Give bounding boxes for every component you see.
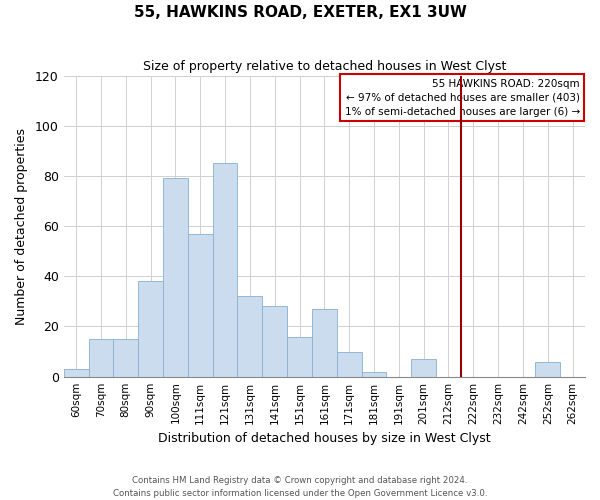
Bar xyxy=(163,178,188,376)
Bar xyxy=(411,359,436,376)
Bar xyxy=(312,309,337,376)
Text: 55 HAWKINS ROAD: 220sqm
← 97% of detached houses are smaller (403)
1% of semi-de: 55 HAWKINS ROAD: 220sqm ← 97% of detache… xyxy=(344,78,580,116)
Bar xyxy=(337,352,362,376)
Bar xyxy=(138,282,163,376)
X-axis label: Distribution of detached houses by size in West Clyst: Distribution of detached houses by size … xyxy=(158,432,491,445)
Y-axis label: Number of detached properties: Number of detached properties xyxy=(15,128,28,324)
Bar xyxy=(287,336,312,376)
Bar xyxy=(362,372,386,376)
Text: 55, HAWKINS ROAD, EXETER, EX1 3UW: 55, HAWKINS ROAD, EXETER, EX1 3UW xyxy=(134,5,466,20)
Title: Size of property relative to detached houses in West Clyst: Size of property relative to detached ho… xyxy=(143,60,506,73)
Bar xyxy=(238,296,262,376)
Bar xyxy=(89,339,113,376)
Bar xyxy=(113,339,138,376)
Bar xyxy=(262,306,287,376)
Bar xyxy=(188,234,212,376)
Bar xyxy=(212,164,238,376)
Bar xyxy=(64,369,89,376)
Text: Contains HM Land Registry data © Crown copyright and database right 2024.
Contai: Contains HM Land Registry data © Crown c… xyxy=(113,476,487,498)
Bar xyxy=(535,362,560,376)
